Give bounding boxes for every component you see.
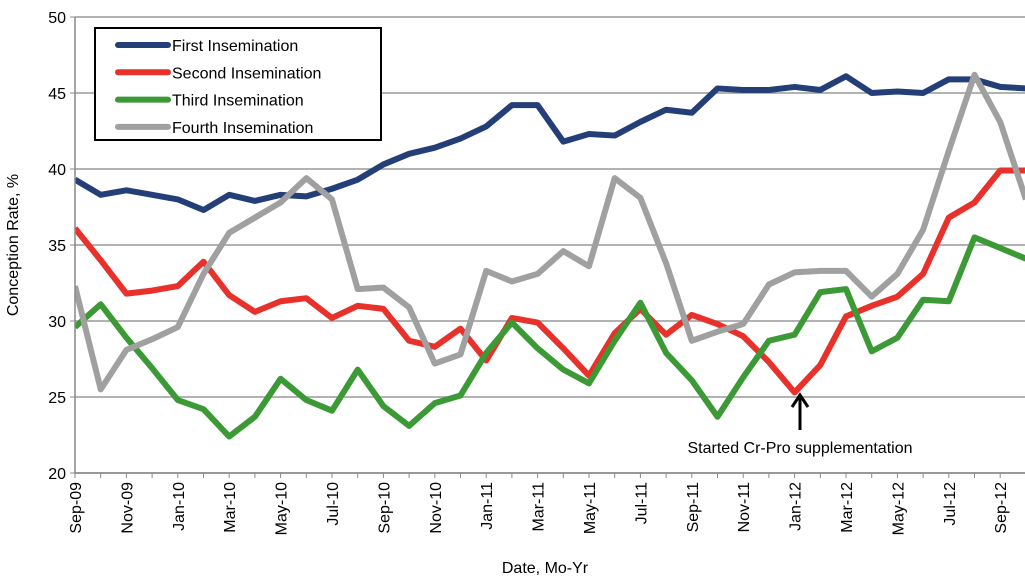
series-line: [75, 73, 1025, 214]
axes: 20 25 30 35 40 45 50 Sep-09 Nov-09 Jan-10 Mar-10 Ma…: [48, 10, 1025, 535]
annotation: Started Cr-Pro supplementation: [688, 440, 913, 457]
x-tick-label: Sep-09: [68, 482, 85, 534]
x-tick-label: Jul-11: [633, 482, 650, 524]
x-tick-label: Nov-10: [428, 482, 445, 534]
x-tick-label: Jan-12: [788, 482, 805, 531]
x-tick-label: Sep-11: [685, 482, 702, 533]
y-tick-label: 35: [48, 238, 66, 255]
x-tick-label: Jan-10: [171, 482, 188, 531]
series-line: [75, 167, 1025, 396]
x-tick-label: Jul-12: [942, 482, 959, 526]
y-tick-label: 25: [48, 390, 66, 407]
y-tick-label: 40: [48, 162, 66, 179]
x-tick-label: Mar-12: [839, 482, 856, 533]
y-tick-label: 30: [48, 314, 66, 331]
legend-label: Second Insemination: [172, 65, 321, 82]
series-line: [75, 71, 1025, 393]
x-tick-label: Sep-12: [993, 482, 1010, 534]
y-tick-label: 45: [48, 86, 66, 103]
x-tick-label: May-10: [274, 482, 291, 535]
x-axis-title: Date, Mo-Yr: [502, 560, 589, 577]
x-tick-label: Mar-10: [222, 482, 239, 533]
legend-label: Third Insemination: [172, 93, 304, 110]
legend-label: First Insemination: [172, 38, 298, 55]
x-tick-label: Jan-11: [479, 482, 496, 530]
x-tick-label: Nov-11: [736, 482, 753, 532]
y-tick-label: 50: [48, 10, 66, 27]
x-tick-label: Mar-11: [531, 482, 548, 532]
plot-lines: [75, 71, 1025, 440]
x-tick-label: May-12: [890, 482, 907, 535]
legend: First Insemination Second Insemination Thi…: [94, 27, 382, 141]
x-tick-label: Sep-10: [376, 482, 393, 534]
y-tick-label: 20: [48, 466, 66, 483]
annotation-arrowhead: [790, 392, 810, 408]
legend-label: Fourth Insemination: [172, 120, 313, 137]
y-axis-title: Conception Rate, %: [5, 174, 22, 316]
x-tick-label: Jul-10: [325, 482, 342, 526]
series-line: [75, 234, 1025, 440]
x-tick-label: May-11: [582, 482, 599, 534]
x-tick-label: Nov-09: [119, 482, 136, 534]
